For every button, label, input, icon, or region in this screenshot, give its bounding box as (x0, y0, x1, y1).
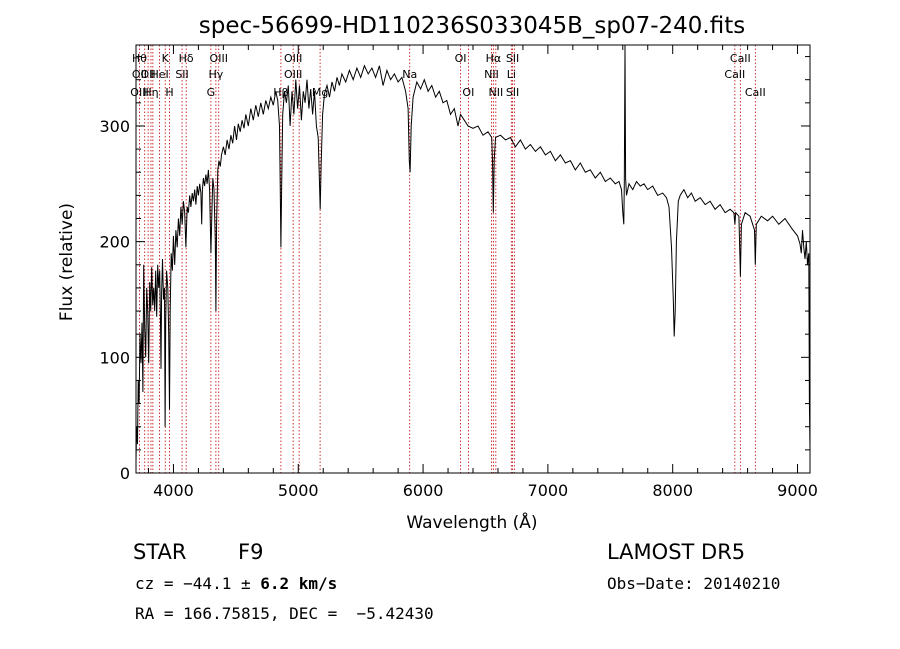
spectral-line-label: Na (402, 68, 417, 81)
observation-date: Obs−Date: 20140210 (607, 574, 781, 593)
spectral-line-label: K (162, 52, 170, 65)
redshift-readout: cz = −44.1 ± 6.2 km/s (135, 574, 338, 593)
spectral-line-label: G (207, 86, 216, 99)
chart-title: spec-56699-HD110236S033045B_sp07-240.fit… (199, 13, 745, 39)
y-axis: 0 100 200 300 (99, 56, 810, 483)
spectral-line-label: NII (488, 86, 503, 99)
spectral-line-label: Hη (143, 86, 158, 99)
spectral-line-labels: HθOIIOIIIOIIHηHeIKHSIIHδGHγOIIIHβOIIIOII… (130, 52, 765, 99)
spectral-line-label: Hδ (179, 52, 194, 65)
spectral-line-label: Hα (486, 52, 502, 65)
spectral-line-markers (139, 45, 756, 473)
object-type: STAR (133, 540, 187, 564)
x-tick-label: 9000 (777, 481, 818, 500)
y-tick-label: 100 (99, 348, 130, 367)
survey-name: LAMOST DR5 (607, 540, 746, 564)
spectral-line-label: SII (506, 52, 519, 65)
x-axis: 4000 5000 6000 7000 8000 9000 (147, 45, 818, 500)
spectral-subclass: F9 (238, 540, 264, 564)
spectral-line-label: SII (506, 86, 519, 99)
spectral-line-label: OIII (284, 68, 302, 81)
x-tick-label: 7000 (528, 481, 569, 500)
x-axis-label: Wavelength (Å) (406, 511, 537, 533)
spectral-line-label: OIII (284, 52, 302, 65)
spectral-line-label: OI (462, 86, 474, 99)
spectral-line-label: SII (175, 68, 188, 81)
spectral-line-label: OI (455, 52, 467, 65)
x-tick-label: 5000 (278, 481, 319, 500)
spectral-line-label: NII (484, 68, 499, 81)
spectral-line-label: HeI (150, 68, 168, 81)
spectral-line-label: CaII (730, 52, 751, 65)
plot-frame (135, 44, 811, 474)
coordinates: RA = 166.75815, DEC = −5.42430 (135, 604, 434, 623)
spectral-line-label: Hθ (132, 52, 147, 65)
spectrum-series-line (135, 44, 811, 462)
spectral-line-label: CaII (745, 86, 766, 99)
y-axis-label: Flux (relative) (57, 203, 77, 321)
x-tick-label: 8000 (652, 481, 693, 500)
spectral-line-label: H (165, 86, 173, 99)
y-tick-label: 200 (99, 233, 130, 252)
spectral-line-label: OIII (130, 86, 148, 99)
spectral-line-label: CaII (724, 68, 745, 81)
x-tick-label: 6000 (403, 481, 444, 500)
x-tick-label: 4000 (153, 481, 194, 500)
y-tick-label: 300 (99, 117, 130, 136)
spectral-line-label: OIII (210, 52, 228, 65)
spectral-line-label: Hγ (208, 68, 223, 81)
spectral-line-label: OII (141, 68, 156, 81)
y-tick-label: 0 (120, 464, 130, 483)
spectral-line-label: Li (507, 68, 516, 81)
